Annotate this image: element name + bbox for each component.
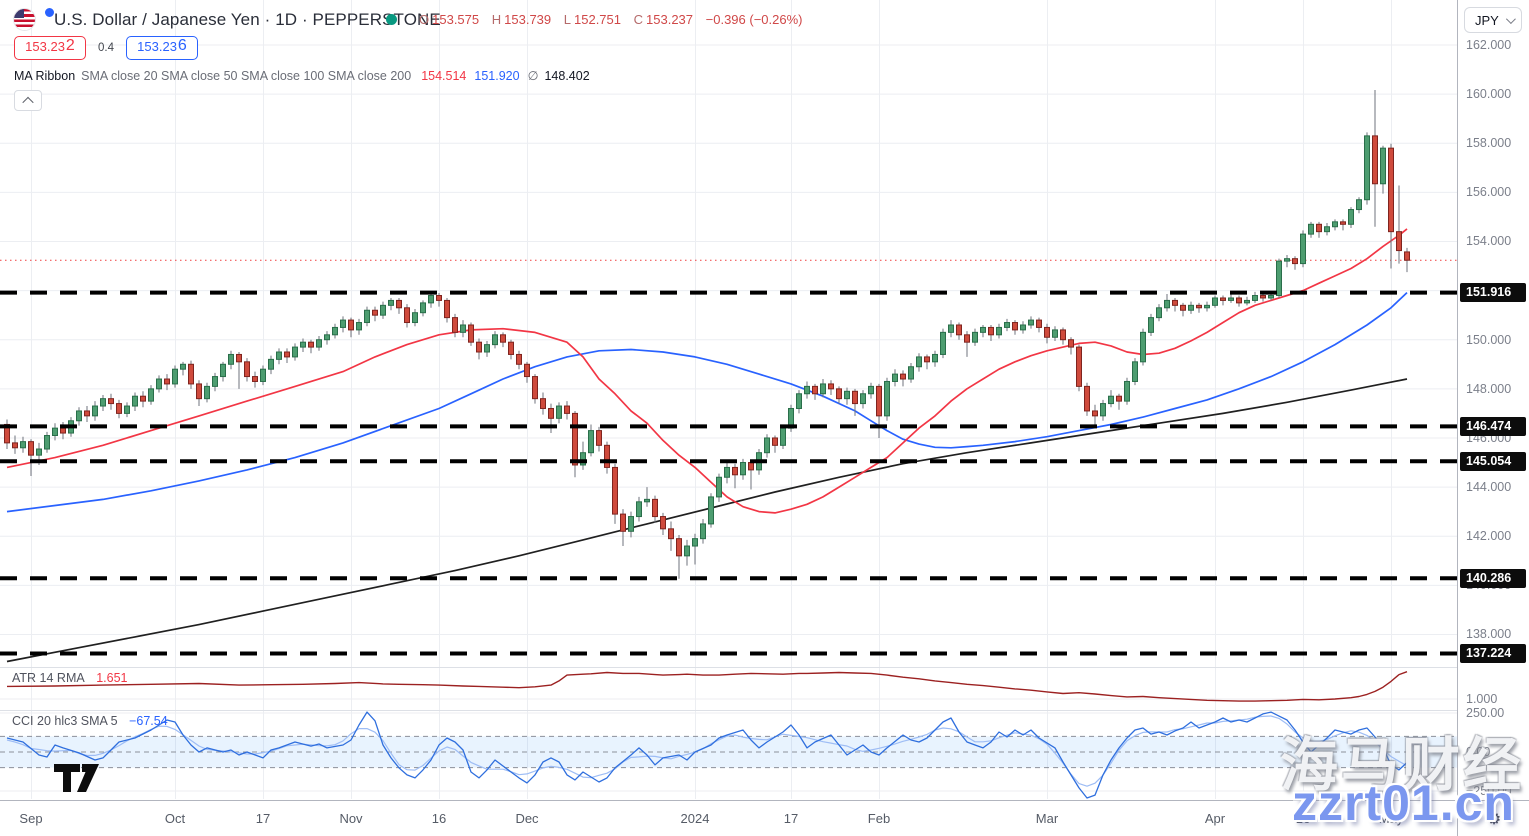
time-tick-label: Apr [1204, 811, 1226, 826]
time-tick-label: Oct [164, 811, 186, 826]
sell-button[interactable]: 153.23 2 [14, 36, 86, 60]
price-level-badge: 151.916 [1460, 283, 1526, 303]
buy-price: 153.23 [137, 39, 177, 54]
cci-axis-label: 0.00 [1466, 745, 1491, 759]
time-tick-label: Feb [867, 811, 891, 826]
gridlines [0, 0, 1457, 799]
atr-label: ATR 14 RMA [12, 671, 85, 685]
sma200-value: 148.402 [544, 68, 590, 83]
symbol-title[interactable]: U.S. Dollar / Japanese Yen · 1D · PEPPER… [54, 9, 441, 29]
cci-value: −67.54 [129, 714, 168, 728]
time-tick-label: 16 [1295, 811, 1311, 826]
atr-value: 1.651 [96, 671, 128, 685]
atr-axis-label: 1.000 [1466, 692, 1498, 706]
high-value: 153.739 [504, 12, 552, 27]
candles [4, 89, 1410, 579]
atr-pane [6, 671, 1408, 702]
ohlc-readout: O 153.575 H 153.739 L 152.751 C 153.237 −0.3… [419, 12, 806, 27]
close-value: 153.237 [646, 12, 694, 27]
chevron-down-icon [1505, 13, 1516, 24]
price-label: 160.000 [1466, 87, 1512, 102]
cci-pane [0, 711, 1457, 799]
currency-label: JPY [1475, 12, 1499, 28]
price-label: 158.000 [1466, 136, 1512, 151]
close-label: C [633, 12, 644, 27]
low-label: L [563, 12, 571, 27]
time-tick-label: 2024 [680, 811, 710, 826]
price-level-badge: 146.474 [1460, 416, 1526, 436]
time-tick-label: 17 [783, 811, 799, 826]
sma-20-line [6, 228, 1408, 514]
sma100-value-hidden: ∅ [527, 69, 539, 83]
time-tick-label: Nov [339, 811, 363, 826]
spread-value: 0.4 [98, 42, 114, 54]
cci-legend[interactable]: CCI 20 hlc3 SMA 5 −67.54 [12, 714, 168, 728]
time-tick-label: Dec [515, 811, 539, 826]
time-tick-label: Sep [19, 811, 43, 826]
buy-button[interactable]: 153.23 6 [126, 36, 198, 60]
currency-selector-button[interactable]: JPY [1464, 7, 1522, 33]
sma-200-line [6, 378, 1408, 663]
sma20-value: 154.514 [421, 68, 467, 83]
axis-settings-corner[interactable]: ⚙ [1457, 801, 1529, 836]
price-axis[interactable]: JPY 162.000 160.000 158.000 156.000 154.000 1… [1457, 0, 1529, 800]
sma50-value: 151.920 [474, 68, 520, 83]
ma-ribbon-legend[interactable]: MA Ribbon SMA close 20 SMA close 50 SMA … [14, 68, 590, 84]
key-level-lines [0, 290, 1457, 656]
price-label: 142.000 [1466, 529, 1512, 544]
jpy-flag-icon [44, 7, 55, 18]
cci-axis-label: 250.00 [1466, 706, 1505, 720]
sell-price-pip: 2 [65, 37, 75, 54]
time-axis[interactable]: ⚙ Sep Oct 17 Nov 16 Dec 2024 17 Feb Mar Apr 16 May [0, 800, 1529, 836]
ma-ribbon-params: SMA close 20 SMA close 50 SMA close 100 … [81, 68, 412, 83]
time-tick-label: 17 [255, 811, 271, 826]
high-label: H [491, 12, 502, 27]
market-open-dot-icon [386, 14, 397, 25]
tradingview-logo[interactable] [54, 764, 100, 792]
cci-label: CCI 20 hlc3 SMA 5 [12, 714, 118, 728]
atr-legend[interactable]: ATR 14 RMA 1.651 [12, 671, 127, 685]
cci-axis-label: −250.00 [1466, 784, 1512, 798]
time-tick-label: 16 [431, 811, 447, 826]
price-label: 138.000 [1466, 627, 1512, 642]
price-level-badge: 137.224 [1460, 643, 1526, 663]
price-label: 154.000 [1466, 234, 1512, 249]
low-value: 152.751 [574, 12, 621, 27]
change-value: −0.396 (−0.26%) [705, 12, 803, 27]
time-tick-label: May [1378, 811, 1404, 826]
collapse-legend-button[interactable] [14, 90, 42, 111]
price-label: 150.000 [1466, 332, 1512, 347]
buy-price-pip: 6 [177, 37, 187, 54]
price-label: 156.000 [1466, 185, 1512, 200]
sell-price: 153.23 [25, 39, 65, 54]
gear-icon[interactable]: ⚙ [1486, 811, 1502, 828]
ma-ribbon-name: MA Ribbon [14, 68, 76, 83]
open-label: O [419, 12, 430, 27]
price-level-badge: 140.286 [1460, 568, 1526, 588]
open-value: 153.575 [432, 12, 480, 27]
usd-flag-icon [14, 9, 35, 30]
price-level-badge: 145.054 [1460, 451, 1526, 471]
price-label: 148.000 [1466, 381, 1512, 396]
symbol-header[interactable]: U.S. Dollar / Japanese Yen · 1D · PEPPER… [14, 7, 441, 30]
time-tick-label: Mar [1035, 811, 1059, 826]
price-label: 144.000 [1466, 480, 1512, 495]
price-label: 162.000 [1466, 38, 1512, 52]
chevron-up-icon [22, 96, 34, 108]
chart-canvas[interactable] [0, 0, 1457, 800]
